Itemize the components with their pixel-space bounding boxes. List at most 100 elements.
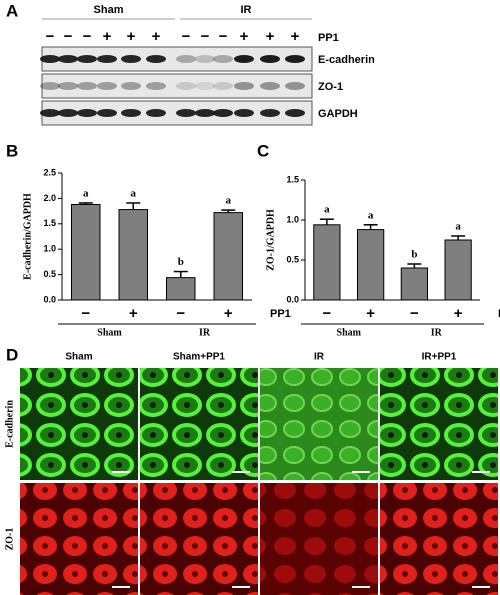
bar — [118, 209, 148, 301]
band — [176, 82, 196, 90]
bar — [444, 239, 472, 301]
row-label: E-cadherin — [4, 400, 15, 448]
sign: + — [127, 28, 136, 45]
band — [121, 55, 141, 63]
band — [176, 109, 196, 117]
group-label: Sham — [337, 327, 362, 338]
y-tick-label: 0.0 — [286, 294, 299, 304]
sign: − — [182, 28, 191, 45]
treatment-label: PP1 — [498, 308, 500, 320]
x-tick-label: − — [410, 305, 419, 322]
significance-letter: a — [83, 188, 89, 200]
band — [77, 109, 97, 117]
band — [213, 55, 233, 63]
band — [260, 55, 280, 63]
sign: − — [201, 28, 210, 45]
charts: B E-cadherin/GAPDH 0.0 0.5 1.0 1.5 2.0 2.5 a − a + b… — [6, 141, 500, 338]
band — [195, 109, 215, 117]
x-tick-label: + — [366, 305, 375, 322]
group-label: IR — [431, 327, 443, 338]
micrograph — [20, 368, 138, 480]
band — [97, 55, 117, 63]
y-tick-label: 1.0 — [286, 214, 299, 224]
micrograph — [380, 483, 498, 595]
panel-label: D — [6, 345, 18, 364]
band — [58, 55, 78, 63]
blot-label: GAPDH — [318, 108, 358, 120]
column-label: Sham+PP1 — [173, 352, 225, 363]
significance-letter: a — [131, 188, 137, 200]
y-axis-label: ZO-1/GAPDH — [265, 209, 276, 271]
micrograph — [260, 483, 378, 595]
group-label: IR — [199, 327, 211, 338]
significance-letter: a — [324, 204, 330, 216]
panel-label: B — [6, 141, 18, 160]
x-tick-label: − — [176, 305, 185, 322]
band — [234, 82, 254, 90]
y-tick-label: 1.5 — [43, 218, 56, 228]
x-tick-label: − — [322, 305, 331, 322]
bar — [166, 277, 196, 301]
micrograph — [20, 483, 138, 595]
band — [58, 109, 78, 117]
y-tick-label: 2.0 — [43, 193, 56, 203]
panel-label: C — [257, 141, 269, 160]
group-label: Sham — [94, 4, 124, 16]
sign: + — [103, 28, 112, 45]
blot — [41, 73, 313, 99]
bar — [313, 224, 341, 301]
treatment-label: PP1 — [270, 308, 291, 320]
band — [285, 82, 305, 90]
row-label: ZO-1 — [4, 528, 15, 551]
image-panel: D Sham Sham+PP1 IR IR+PP1 E-cadherin ZO-1 — [4, 345, 498, 595]
band — [146, 109, 166, 117]
y-tick-label: 1.5 — [286, 174, 299, 184]
y-tick-label: 0.5 — [286, 254, 299, 264]
blot-label: ZO-1 — [318, 81, 343, 93]
bar — [213, 212, 243, 301]
bar — [357, 229, 385, 301]
group-label: IR — [241, 4, 252, 16]
band — [146, 55, 166, 63]
band — [285, 55, 305, 63]
sign: − — [46, 28, 55, 45]
band — [195, 82, 215, 90]
band — [213, 82, 233, 90]
band — [121, 82, 141, 90]
band — [285, 109, 305, 117]
band — [58, 82, 78, 90]
band — [260, 82, 280, 90]
y-tick-label: 0.5 — [43, 269, 56, 279]
band — [146, 82, 166, 90]
band — [195, 55, 215, 63]
bar — [71, 203, 101, 301]
band — [40, 109, 60, 117]
significance-letter: a — [226, 195, 232, 207]
band — [77, 55, 97, 63]
x-tick-label: + — [454, 305, 463, 322]
y-tick-label: 2.5 — [43, 167, 56, 177]
band — [234, 109, 254, 117]
band — [40, 82, 60, 90]
blot-label: E-cadherin — [318, 54, 375, 66]
significance-letter: b — [178, 256, 184, 268]
micrograph — [260, 368, 378, 480]
sign: − — [64, 28, 73, 45]
column-label: Sham — [65, 352, 92, 363]
sign: + — [152, 28, 161, 45]
band — [176, 55, 196, 63]
band — [234, 55, 254, 63]
band — [97, 82, 117, 90]
sign: − — [83, 28, 92, 45]
y-tick-label: 1.0 — [43, 244, 56, 254]
y-axis-label: E-cadherin/GAPDH — [22, 193, 33, 280]
sign: + — [291, 28, 300, 45]
band — [121, 109, 141, 117]
x-tick-label: + — [129, 305, 138, 322]
y-tick-label: 0.0 — [43, 294, 56, 304]
significance-letter: a — [368, 209, 374, 221]
sign: + — [240, 28, 249, 45]
band — [213, 109, 233, 117]
